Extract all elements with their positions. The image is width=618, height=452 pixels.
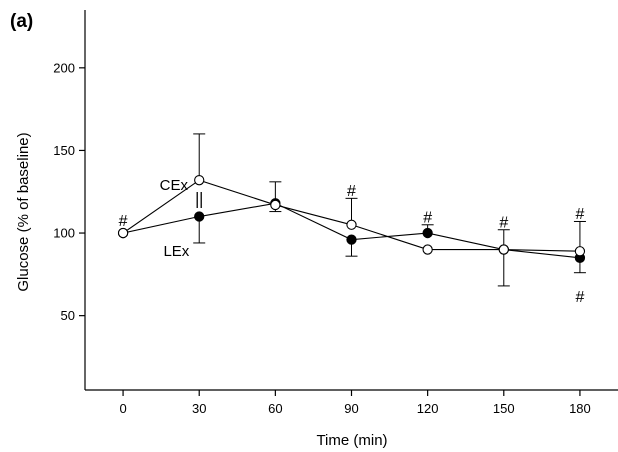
series-label-cex: CEx <box>160 177 189 194</box>
x-tick-label: 30 <box>192 401 206 416</box>
annotation-hash: # <box>119 213 128 230</box>
x-axis-title: Time (min) <box>316 432 387 449</box>
panel-label: (a) <box>10 11 33 32</box>
x-tick-label: 150 <box>493 401 515 416</box>
y-tick-label: 50 <box>61 308 75 323</box>
data-point-cex <box>574 246 586 257</box>
y-tick-label: 200 <box>53 60 75 75</box>
data-point-cex <box>498 244 509 255</box>
x-tick-label: 0 <box>119 401 126 416</box>
series-label-lex: LEx <box>163 243 189 260</box>
x-tick-label: 180 <box>569 401 591 416</box>
x-tick-label: 90 <box>344 401 358 416</box>
data-point-lex <box>422 227 433 239</box>
data-point-cex <box>117 227 129 239</box>
y-tick-label: 150 <box>53 143 75 158</box>
y-axis-title: Glucose (% of baseline) <box>15 132 32 291</box>
data-point-cex <box>422 244 433 255</box>
x-tick-label: 120 <box>417 401 439 416</box>
annotation-hash: # <box>423 210 432 227</box>
data-point-cex <box>194 175 205 186</box>
annotation-hash: # <box>575 289 584 306</box>
data-point-lex <box>346 234 357 245</box>
y-tick-label: 100 <box>53 226 75 241</box>
annotation-hash: # <box>499 214 508 231</box>
x-tick-label: 60 <box>268 401 282 416</box>
annotation-hash: # <box>575 206 584 223</box>
plot-area: 50 100 150 200 0 30 60 90 120 150 180 CEx LEx # # # # # # <box>53 10 618 416</box>
data-point-cex <box>270 199 281 211</box>
data-point-lex <box>194 211 205 222</box>
data-point-cex <box>346 219 357 230</box>
annotation-hash: # <box>347 183 356 200</box>
